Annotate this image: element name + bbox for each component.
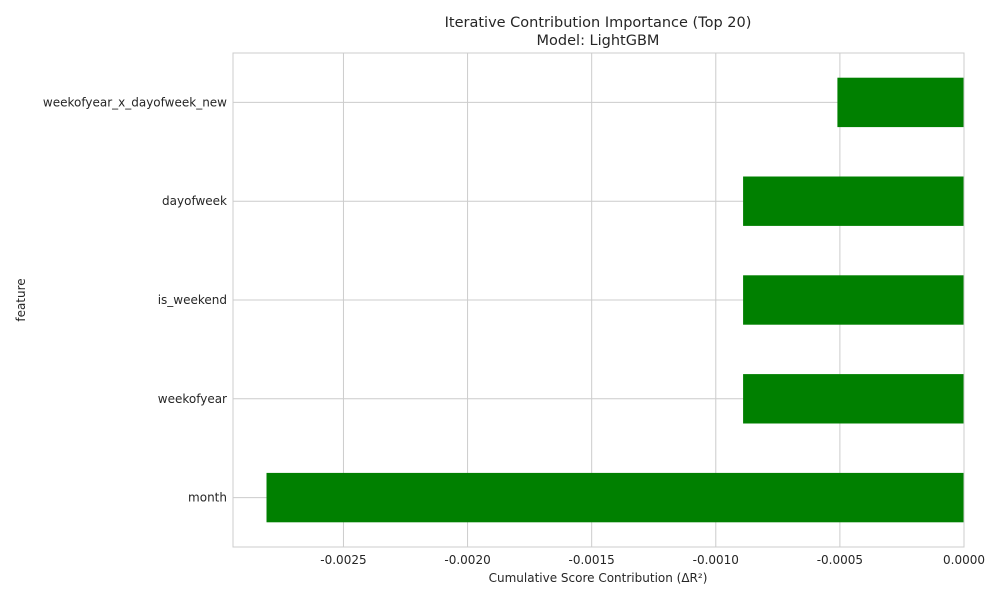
plot-frame [232,52,965,548]
bar-weekofyear [743,374,964,424]
x-tick-labels: -0.0025 -0.0020 -0.0015 -0.0010 -0.0005 0.000… [320,553,985,567]
chart-title: Iterative Contribution Importance (Top 2… [445,15,752,31]
chart-subtitle: Model: LightGBM [537,33,660,49]
y-tick-label: dayofweek [162,194,227,208]
bar-is_weekend [743,275,964,325]
bar-month [266,472,964,523]
y-tick-labels: weekofyear_x_dayofweek_new dayofweek is_we… [43,95,227,504]
bar-dayofweek [743,176,964,226]
x-tick-label: -0.0015 [569,553,615,567]
x-tick-label: 0.0000 [943,553,985,567]
bar-weekofyear_x_dayofweek_new [837,77,964,128]
y-tick-label: weekofyear [158,392,227,406]
x-tick-label: -0.0020 [444,553,490,567]
y-tick-label: month [188,491,227,505]
x-tick-label: -0.0005 [817,553,863,567]
y-tick-label: weekofyear_x_dayofweek_new [43,95,227,109]
bars [266,77,964,523]
x-tick-label: -0.0025 [320,553,366,567]
y-tick-label: is_weekend [158,293,227,307]
y-axis-label: feature [14,278,28,321]
x-tick-label: -0.0010 [693,553,739,567]
x-axis-label: Cumulative Score Contribution (ΔR²) [489,571,708,585]
